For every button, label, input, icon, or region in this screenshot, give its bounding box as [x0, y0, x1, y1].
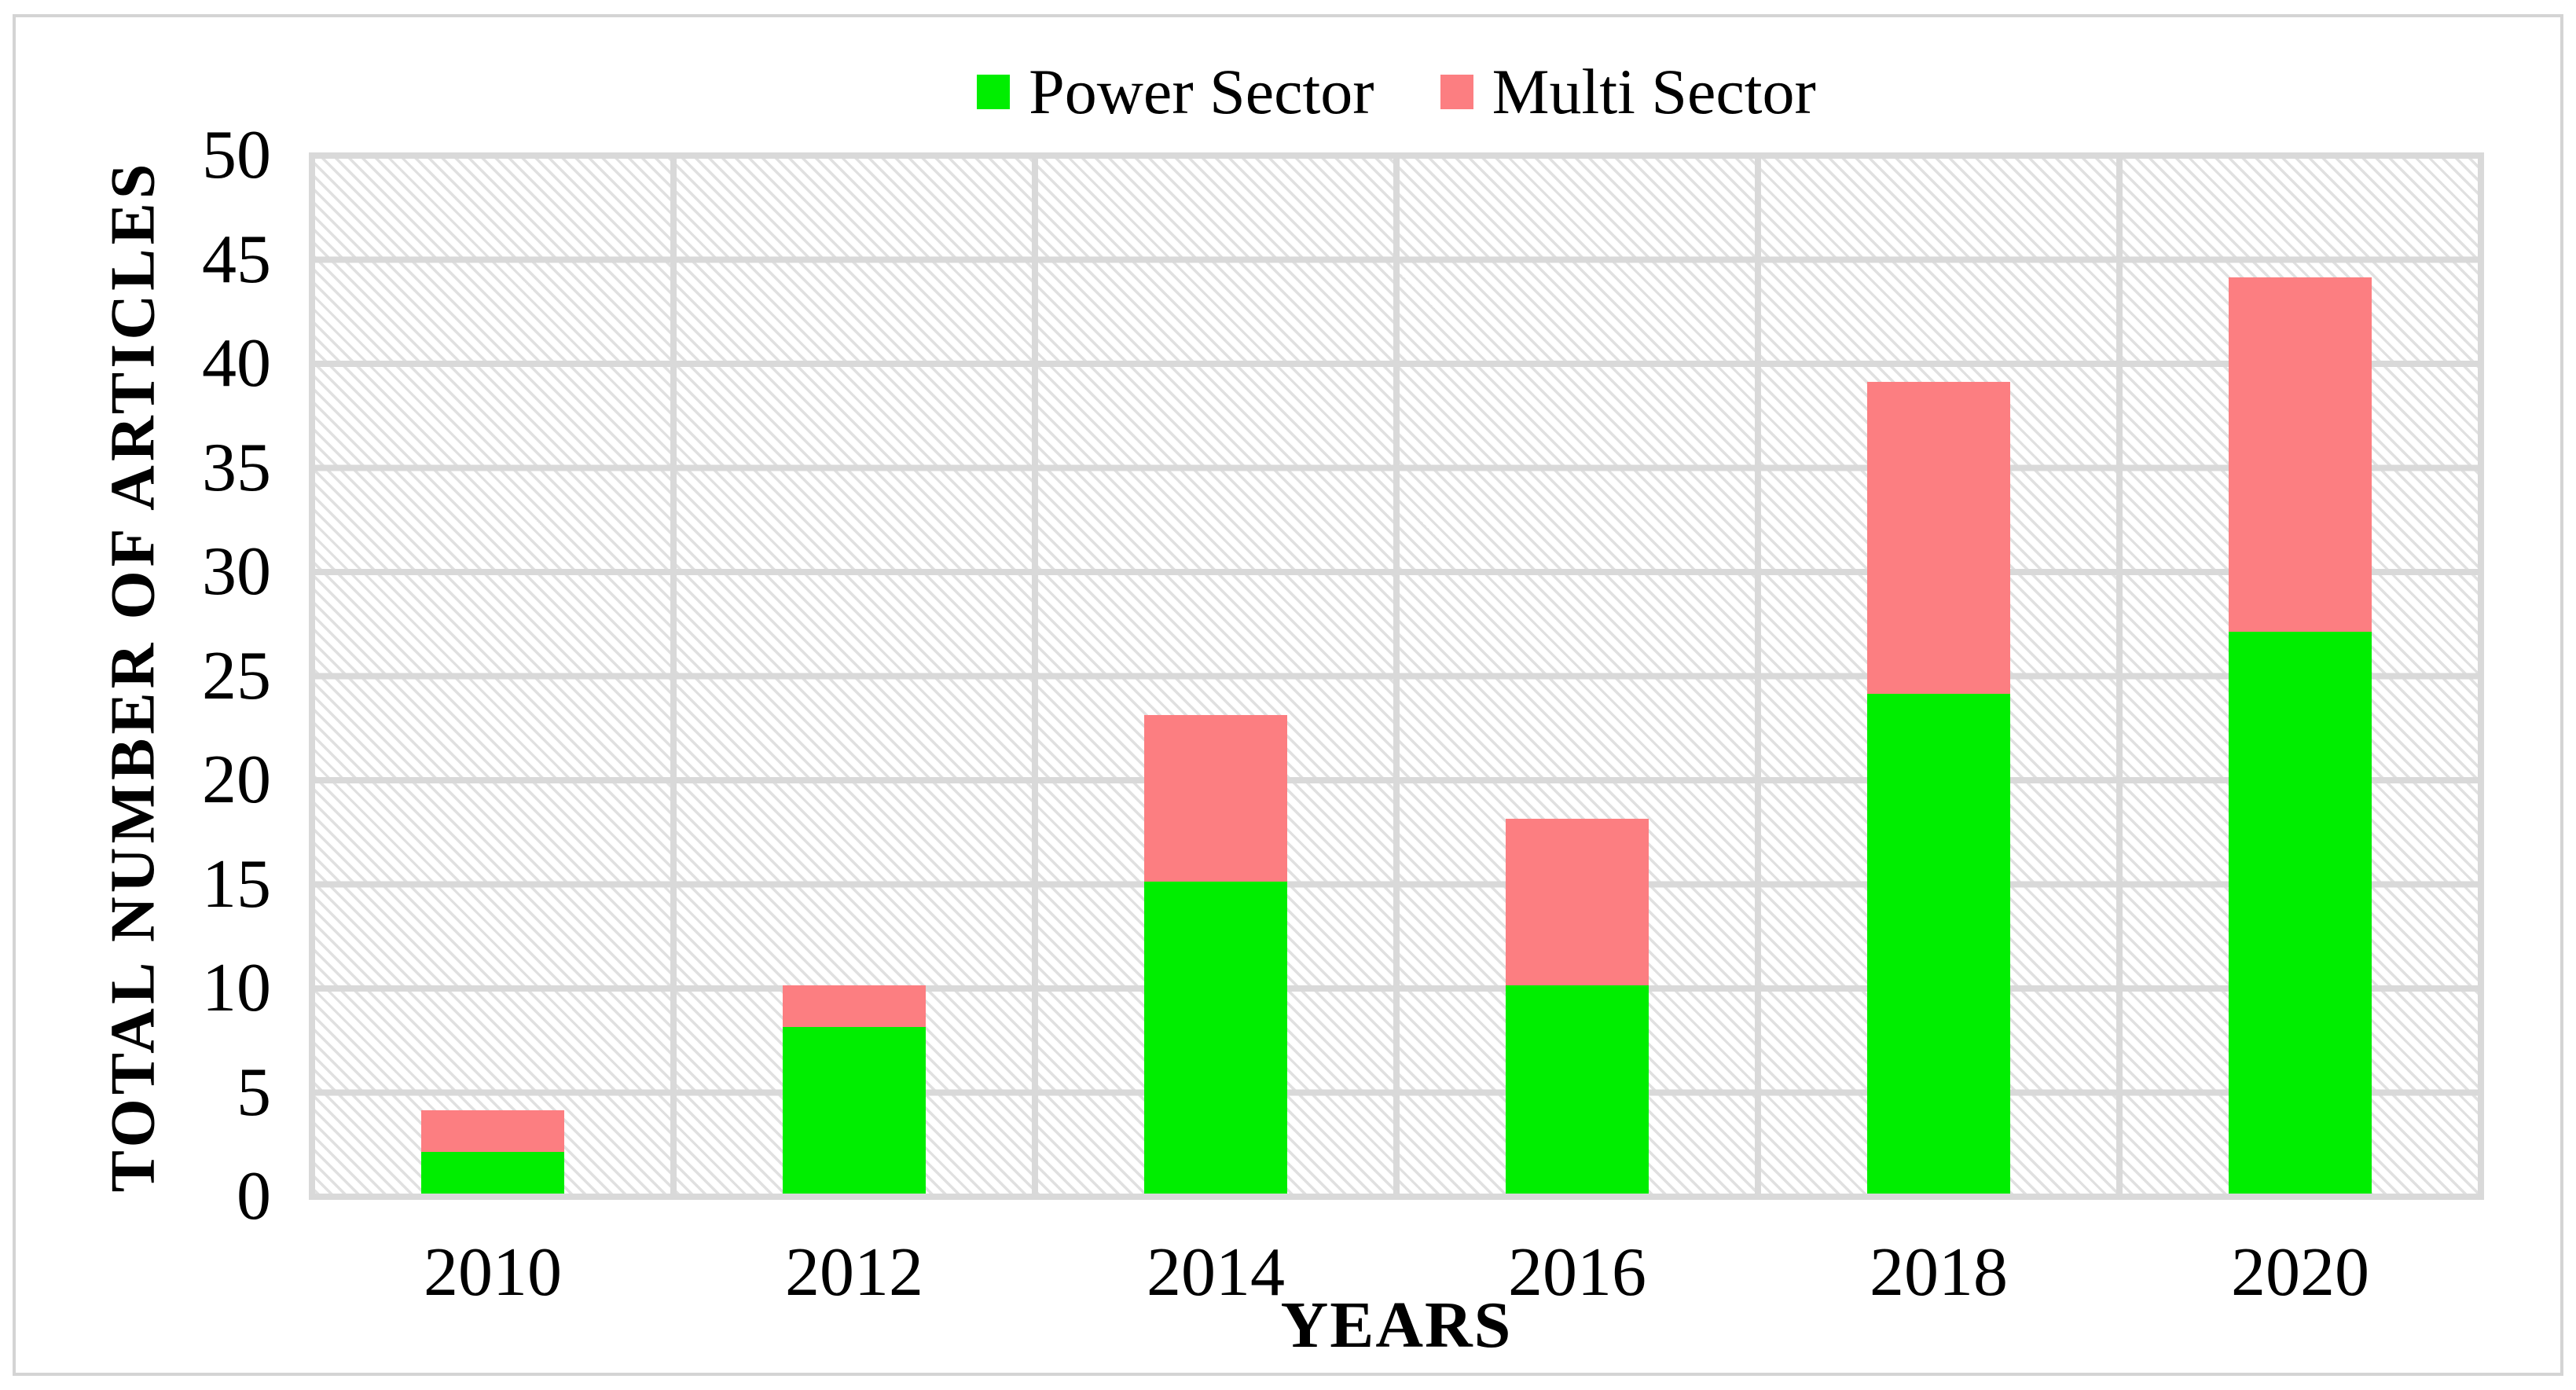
legend-item-multi-sector: Multi Sector — [1440, 53, 1816, 131]
x-tick-label-2018: 2018 — [1870, 1234, 2008, 1311]
legend-label: Power Sector — [1029, 56, 1374, 127]
bar-group-2014 — [1144, 714, 1287, 1194]
bar-segment-power-sector-2018 — [1867, 694, 2010, 1194]
legend-swatch-power-sector — [977, 75, 1011, 109]
y-tick-label-45: 45 — [202, 221, 271, 298]
y-tick-label-5: 5 — [237, 1054, 271, 1131]
legend-item-power-sector: Power Sector — [977, 53, 1374, 131]
bar-segment-multi-sector-2012 — [783, 985, 926, 1027]
bar-segment-multi-sector-2018 — [1867, 381, 2010, 694]
bar-segment-power-sector-2012 — [783, 1027, 926, 1194]
bar-group-2018 — [1867, 381, 2010, 1194]
bar-segment-power-sector-2016 — [1506, 985, 1649, 1194]
y-tick-label-35: 35 — [202, 429, 271, 506]
bar-segment-multi-sector-2010 — [421, 1110, 564, 1152]
chart-legend: Power Sector Multi Sector — [309, 49, 2484, 135]
y-tick-label-10: 10 — [202, 950, 271, 1026]
plot-area — [309, 152, 2484, 1200]
x-tick-label-2014: 2014 — [1147, 1234, 1285, 1311]
bar-group-2020 — [2229, 277, 2372, 1194]
y-tick-label-40: 40 — [202, 325, 271, 402]
bar-group-2010 — [421, 1110, 564, 1194]
legend-swatch-multi-sector — [1440, 75, 1473, 109]
y-tick-label-15: 15 — [202, 845, 271, 922]
x-tick-label-2020: 2020 — [2231, 1234, 2369, 1311]
bar-group-2016 — [1506, 819, 1649, 1194]
legend-label: Multi Sector — [1492, 56, 1816, 127]
bar-segment-power-sector-2010 — [421, 1152, 564, 1194]
bar-group-2012 — [783, 985, 926, 1194]
x-tick-label-2016: 2016 — [1508, 1234, 1646, 1311]
y-tick-label-50: 50 — [202, 117, 271, 193]
bar-segment-multi-sector-2020 — [2229, 277, 2372, 632]
bar-segment-power-sector-2014 — [1144, 881, 1287, 1194]
x-tick-label-2012: 2012 — [785, 1234, 923, 1311]
x-axis-title: YEARS — [1280, 1289, 1513, 1362]
y-tick-label-20: 20 — [202, 742, 271, 818]
bar-segment-power-sector-2020 — [2229, 631, 2372, 1194]
x-tick-label-2010: 2010 — [424, 1234, 562, 1311]
bar-segment-multi-sector-2016 — [1506, 819, 1649, 985]
y-tick-label-25: 25 — [202, 637, 271, 714]
y-tick-label-30: 30 — [202, 534, 271, 610]
y-tick-label-0: 0 — [237, 1158, 271, 1234]
bar-segment-multi-sector-2014 — [1144, 714, 1287, 882]
